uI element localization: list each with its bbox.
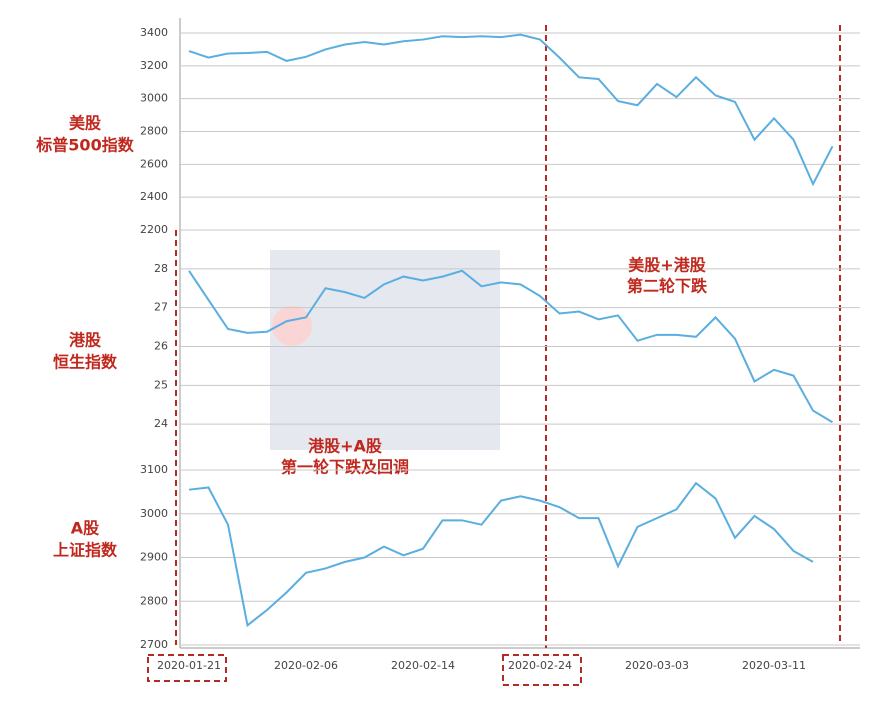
y-tick-label: 3200 [140, 59, 168, 72]
y-tick-label: 3100 [140, 463, 168, 476]
watermark [270, 250, 500, 450]
y-axis-label: 恒生指数 [53, 353, 118, 372]
highlight-box [502, 654, 582, 686]
annotation: 第一轮下跌及回调 [281, 458, 409, 477]
y-axis-label: 美股 [69, 114, 102, 133]
y-axis-label: A股 [71, 519, 100, 538]
highlight-box [147, 654, 227, 682]
y-tick-label: 2600 [140, 157, 168, 170]
y-tick-label: 25 [154, 378, 168, 391]
series-line [188, 269, 834, 424]
x-tick-label: 2020-03-03 [625, 659, 689, 672]
annotation: 港股+A股 [308, 437, 383, 456]
y-axis-label: 上证指数 [53, 541, 118, 560]
x-tick-label: 2020-03-11 [742, 659, 806, 672]
y-tick-label: 3000 [140, 92, 168, 105]
x-tick-label: 2020-02-14 [391, 659, 455, 672]
y-tick-label: 2800 [140, 594, 168, 607]
y-tick-label: 3000 [140, 507, 168, 520]
y-tick-label: 2800 [140, 125, 168, 138]
y-tick-label: 2900 [140, 551, 168, 564]
y-tick-label: 2200 [140, 223, 168, 236]
y-tick-label: 28 [154, 262, 168, 275]
x-tick-label: 2020-01-21 [157, 659, 221, 672]
annotation: 第二轮下跌 [627, 277, 708, 296]
y-tick-label: 3400 [140, 26, 168, 39]
x-tick-label: 2020-02-06 [274, 659, 338, 672]
y-tick-label: 27 [154, 301, 168, 314]
y-axis-label: 港股 [69, 331, 102, 350]
y-axis-label: 标普500指数 [35, 136, 134, 155]
y-tick-label: 2400 [140, 190, 168, 203]
y-tick-label: 26 [154, 340, 168, 353]
series-line [188, 33, 834, 187]
y-tick-label: 2700 [140, 638, 168, 651]
x-tick-label: 2020-02-24 [508, 659, 572, 672]
series-line [188, 481, 814, 628]
annotation: 美股+港股 [628, 256, 706, 275]
y-tick-label: 24 [154, 417, 168, 430]
